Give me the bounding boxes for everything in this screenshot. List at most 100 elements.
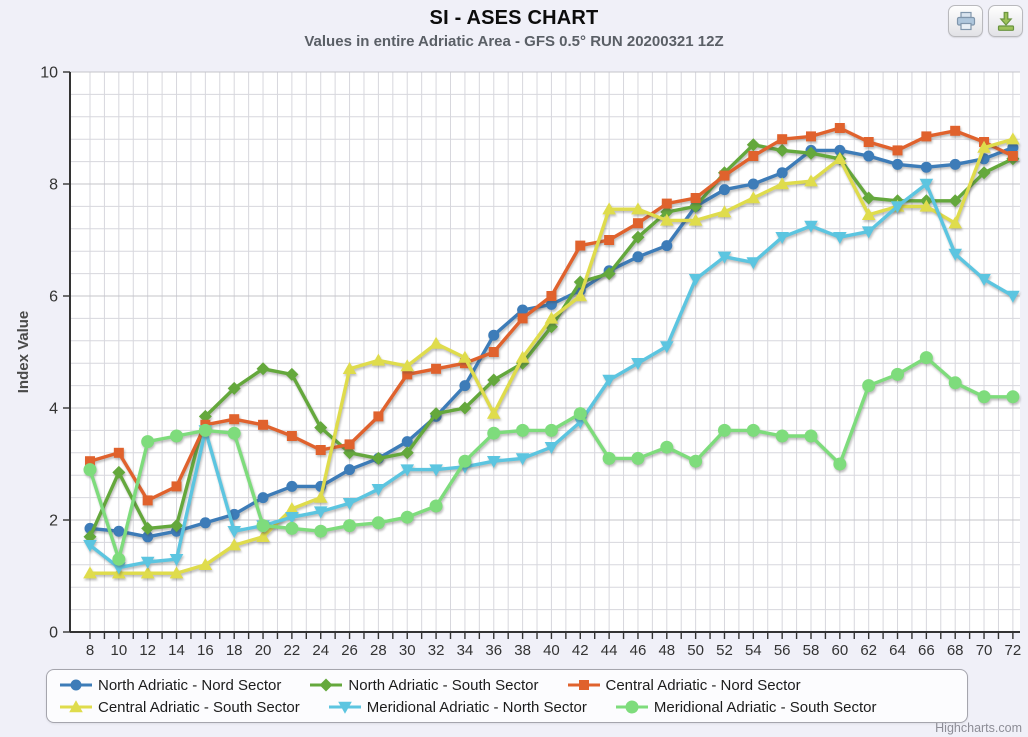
north-adriatic-nord-sector-marker[interactable] [344,464,356,476]
central-adriatic-south-sector-marker[interactable] [746,191,761,204]
central-adriatic-south-sector-marker[interactable] [227,538,241,551]
meridional-adriatic-south-sector-marker[interactable] [170,429,184,443]
meridional-adriatic-north-sector-marker[interactable] [285,512,299,524]
meridional-adriatic-south-sector-marker[interactable] [862,379,876,393]
meridional-adriatic-south-sector-marker[interactable] [660,440,674,454]
meridional-adriatic-south-sector-marker[interactable] [919,351,933,365]
north-adriatic-south-sector-marker[interactable] [487,373,501,387]
legend-item-meridional-adriatic-south-sector[interactable]: Meridional Adriatic - South Sector [615,699,876,716]
meridional-adriatic-south-sector-marker[interactable] [285,521,299,535]
meridional-adriatic-south-sector-marker[interactable] [314,524,328,538]
central-adriatic-south-sector-marker[interactable] [400,359,415,372]
north-adriatic-south-sector-marker[interactable] [948,194,962,208]
meridional-adriatic-south-sector-marker[interactable] [343,519,357,533]
north-adriatic-nord-sector-marker[interactable] [459,380,471,392]
central-adriatic-nord-sector-marker[interactable] [748,151,759,161]
central-adriatic-nord-sector-marker[interactable] [777,134,788,145]
meridional-adriatic-south-sector-marker[interactable] [487,426,501,440]
north-adriatic-south-sector-marker[interactable] [804,146,818,160]
highcharts-credit[interactable]: Highcharts.com [935,721,1022,735]
central-adriatic-nord-sector-marker[interactable] [229,414,240,425]
north-adriatic-nord-sector-marker[interactable] [920,161,932,173]
north-adriatic-nord-sector-marker[interactable] [517,304,529,316]
north-adriatic-nord-sector-marker[interactable] [142,531,154,543]
central-adriatic-south-sector-marker[interactable] [544,311,559,324]
central-adriatic-nord-sector-marker[interactable] [1007,151,1018,161]
north-adriatic-south-sector-marker[interactable] [371,451,385,465]
meridional-adriatic-north-sector-marker[interactable] [1006,290,1020,303]
north-adriatic-south-sector-marker[interactable] [689,199,703,213]
central-adriatic-south-sector-marker[interactable] [285,502,299,514]
legend-item-north-adriatic-south-sector[interactable]: North Adriatic - South Sector [309,677,539,694]
north-adriatic-south-sector-marker[interactable] [314,421,328,435]
meridional-adriatic-north-sector-marker[interactable] [775,232,789,244]
north-adriatic-south-sector-marker[interactable] [429,407,443,421]
legend-marker-shape[interactable] [319,678,333,692]
north-adriatic-nord-sector-marker[interactable] [949,158,961,170]
meridional-adriatic-north-sector-marker[interactable] [83,540,97,552]
north-adriatic-south-sector-marker[interactable] [170,519,184,533]
north-adriatic-nord-sector-marker[interactable] [545,298,557,310]
meridional-adriatic-north-sector-marker[interactable] [660,341,674,354]
meridional-adriatic-south-sector-marker[interactable] [891,367,905,381]
meridional-adriatic-south-sector-marker[interactable] [141,435,155,449]
legend-marker-shape[interactable] [69,700,83,713]
central-adriatic-south-sector-marker[interactable] [515,350,530,363]
central-adriatic-south-sector-marker[interactable] [602,202,616,215]
meridional-adriatic-north-sector-marker[interactable] [861,226,876,239]
series-central-adriatic-nord-sector[interactable] [85,123,1018,506]
meridional-adriatic-south-sector-marker[interactable] [977,390,991,404]
meridional-adriatic-north-sector-marker[interactable] [169,554,184,566]
central-adriatic-south-sector-marker[interactable] [256,530,270,542]
central-adriatic-nord-sector-marker[interactable] [488,347,499,357]
central-adriatic-nord-sector-marker[interactable] [604,235,615,245]
meridional-adriatic-north-sector-marker[interactable] [890,201,905,214]
meridional-adriatic-south-sector-marker[interactable] [717,423,731,437]
meridional-adriatic-south-sector-marker[interactable] [227,426,241,440]
central-adriatic-nord-sector-marker[interactable] [719,170,730,181]
north-adriatic-south-sector-marker[interactable] [343,446,357,460]
central-adriatic-south-sector-marker[interactable] [342,362,357,374]
central-adriatic-south-sector-marker[interactable] [717,205,732,218]
central-adriatic-south-sector-marker[interactable] [140,566,155,579]
meridional-adriatic-north-sector-marker[interactable] [515,453,530,466]
north-adriatic-nord-sector-marker[interactable] [892,158,904,170]
meridional-adriatic-south-sector-marker[interactable] [804,429,818,443]
north-adriatic-nord-sector-marker[interactable] [834,144,846,156]
north-adriatic-south-sector-marker[interactable] [775,143,789,157]
central-adriatic-nord-sector-marker[interactable] [661,198,672,209]
meridional-adriatic-south-sector-marker[interactable] [689,454,703,468]
north-adriatic-south-sector-marker[interactable] [746,138,760,152]
meridional-adriatic-south-sector-marker[interactable] [429,499,443,513]
meridional-adriatic-north-sector-marker[interactable] [371,484,386,496]
meridional-adriatic-south-sector-marker[interactable] [573,407,587,421]
meridional-adriatic-north-sector-marker[interactable] [400,464,415,477]
north-adriatic-nord-sector-marker[interactable] [661,240,673,252]
central-adriatic-nord-sector-marker[interactable] [113,447,124,458]
meridional-adriatic-south-sector-marker[interactable] [83,463,97,477]
legend-item-central-adriatic-nord-sector[interactable]: Central Adriatic - Nord Sector [567,677,801,694]
central-adriatic-nord-sector-marker[interactable] [344,439,355,450]
north-adriatic-nord-sector-marker[interactable] [718,184,730,196]
north-adriatic-south-sector-marker[interactable] [631,230,645,244]
meridional-adriatic-north-sector-marker[interactable] [602,374,616,387]
central-adriatic-nord-sector-marker[interactable] [863,137,874,147]
north-adriatic-nord-sector-marker[interactable] [401,436,413,448]
meridional-adriatic-south-sector-marker[interactable] [256,519,270,533]
north-adriatic-nord-sector-marker[interactable] [257,492,269,504]
central-adriatic-south-sector-marker[interactable] [313,490,328,503]
meridional-adriatic-south-sector-marker[interactable] [544,423,558,437]
legend-item-central-adriatic-south-sector[interactable]: Central Adriatic - South Sector [59,699,300,716]
central-adriatic-nord-sector-marker[interactable] [402,369,413,380]
central-adriatic-south-sector-marker[interactable] [169,566,184,579]
series-north-adriatic-south-sector[interactable] [83,138,1020,544]
central-adriatic-nord-sector-marker[interactable] [373,411,384,422]
meridional-adriatic-south-sector-marker[interactable] [112,552,126,566]
north-adriatic-south-sector-marker[interactable] [198,409,212,423]
north-adriatic-nord-sector-marker[interactable] [776,167,788,179]
central-adriatic-south-sector-marker[interactable] [371,353,386,366]
central-adriatic-nord-sector-marker[interactable] [546,291,557,301]
north-adriatic-south-sector-marker[interactable] [977,166,991,180]
series-meridional-adriatic-south-sector[interactable] [83,351,1020,566]
central-adriatic-south-sector-marker[interactable] [486,406,501,419]
